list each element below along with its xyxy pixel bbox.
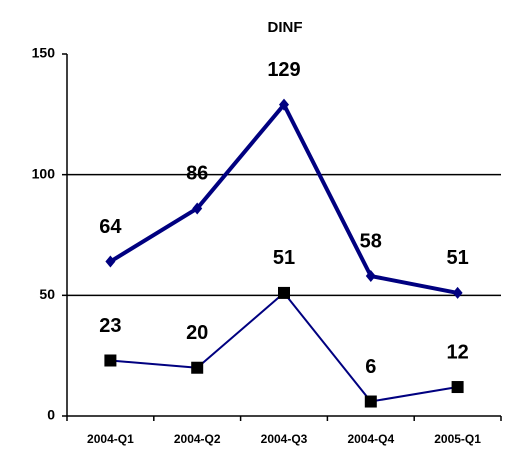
x-tick-label: 2004-Q3 — [261, 432, 308, 446]
marker — [452, 286, 463, 299]
marker — [279, 98, 289, 111]
marker — [192, 202, 203, 215]
data-label: 51 — [273, 247, 295, 269]
marker — [104, 354, 117, 367]
chart-title: DINF — [268, 19, 303, 36]
y-tick-label: 0 — [47, 407, 55, 423]
marker — [451, 381, 464, 394]
marker — [365, 270, 376, 283]
data-label: 58 — [360, 230, 382, 252]
data-label: 86 — [186, 163, 208, 185]
data-label: 12 — [446, 341, 468, 363]
marker — [278, 286, 290, 299]
data-label: 6 — [365, 356, 376, 378]
y-tick-label: 100 — [32, 165, 56, 181]
y-tick-label: 50 — [39, 286, 55, 302]
series-line — [110, 291, 458, 403]
data-label: 129 — [267, 59, 300, 81]
data-label: 64 — [99, 216, 122, 238]
y-tick-label: 150 — [32, 45, 56, 61]
data-label: 23 — [99, 315, 121, 337]
data-label: 20 — [186, 322, 208, 344]
data-label: 51 — [446, 247, 468, 269]
x-tick-label: 2005-Q1 — [434, 432, 481, 446]
x-tick-label: 2004-Q2 — [174, 432, 221, 446]
marker — [105, 255, 116, 268]
marker — [364, 395, 377, 408]
marker — [191, 361, 204, 374]
x-tick-label: 2004-Q4 — [347, 432, 394, 446]
x-tick-label: 2004-Q1 — [87, 432, 134, 446]
